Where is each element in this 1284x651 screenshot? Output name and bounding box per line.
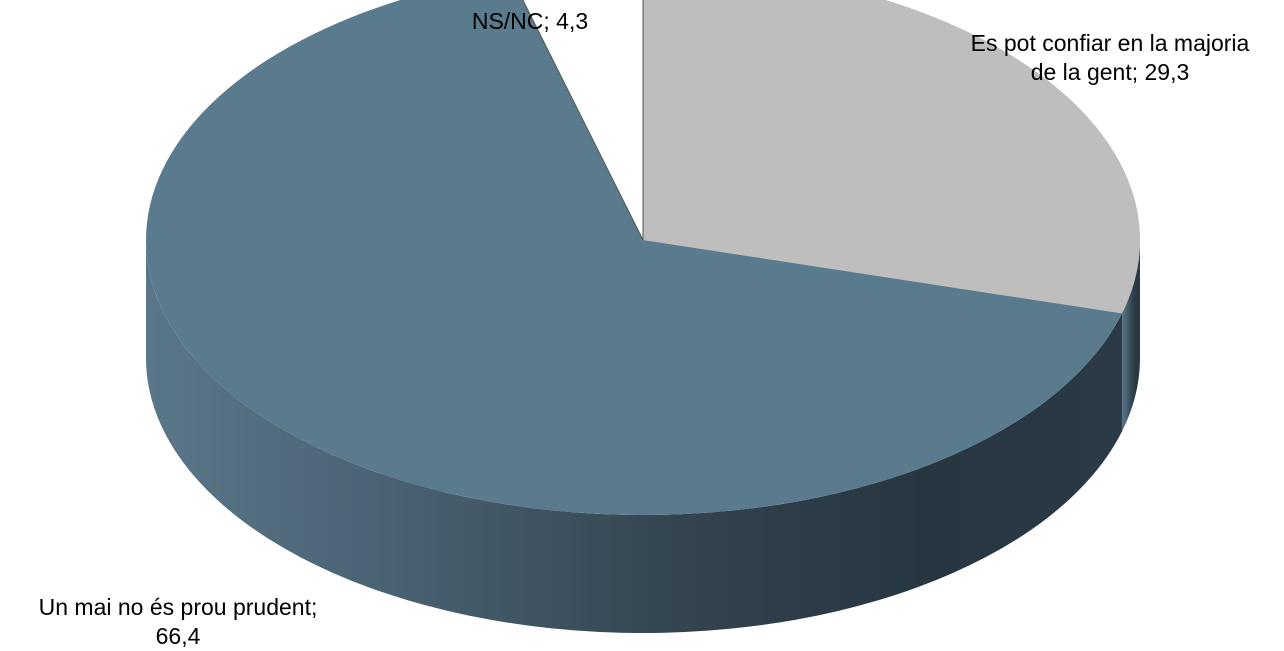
slice-label-trust-line-2: de la gent; 29,3 <box>1030 59 1190 85</box>
pie-tops <box>146 0 1140 516</box>
pie-slice-2 <box>522 0 644 241</box>
slice-label-prudent-line-2: 66,4 <box>155 623 201 649</box>
slice-label-trust: Es pot confiar en la majoria de la gent;… <box>940 29 1280 87</box>
slice-label-trust-line-1: Es pot confiar en la majoria <box>970 30 1250 56</box>
slice-label-nsnc: NS/NC; 4,3 <box>430 7 630 36</box>
pie-side-0 <box>1121 240 1140 432</box>
slice-label-prudent-line-1: Un mai no és prou prudent; <box>38 594 318 620</box>
pie-slice-0 <box>643 0 1140 314</box>
pie-side-1 <box>146 240 1122 634</box>
slice-label-prudent: Un mai no és prou prudent; 66,4 <box>8 593 348 651</box>
slice-label-nsnc-line-1: NS/NC; 4,3 <box>471 8 589 34</box>
pie-sides <box>146 240 1140 634</box>
pie-slice-1 <box>146 0 1122 516</box>
